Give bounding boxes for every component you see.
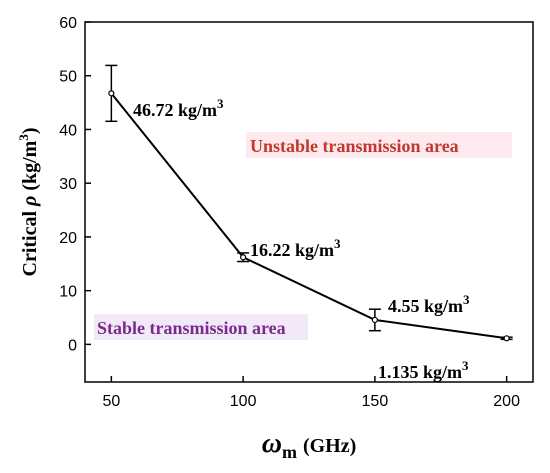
x-tick-label-200: 200 (493, 393, 520, 410)
x-tick-label-100: 100 (230, 393, 257, 410)
point-label-200-sup: 3 (462, 358, 469, 373)
unstable-region-highlight (246, 132, 512, 158)
data-marks (105, 64, 513, 342)
point-label-200: 1.135 kg/m3 (378, 358, 469, 382)
x-tick-label-50: 50 (102, 393, 120, 410)
x-axis-title: ωm (GHz) (262, 428, 357, 462)
plot-frame (84, 21, 534, 383)
y-tick-label-20: 20 (59, 230, 77, 247)
data-point-50 (108, 90, 115, 97)
x-axis-title-symbol: ω (262, 428, 282, 459)
point-label-50: 46.72 kg/m3 (133, 96, 224, 120)
point-label-150-value: 4.55 kg/m (388, 296, 463, 316)
y-tick-label-30: 30 (59, 176, 77, 193)
point-label-50-sup: 3 (217, 96, 224, 111)
y-axis-title-unit: (kg/m (19, 140, 41, 195)
point-label-100-value: 16.22 kg/m (250, 240, 334, 260)
y-tick-label-0: 0 (68, 337, 77, 354)
y-axis-title-prefix: Critical (19, 206, 41, 277)
point-label-150-sup: 3 (463, 292, 470, 307)
y-tick-label-40: 40 (59, 122, 77, 139)
x-tick-label-150: 150 (362, 393, 389, 410)
stable-region-highlight (94, 314, 308, 340)
data-point-200 (503, 335, 510, 342)
y-axis-title-symbol: ρ (19, 196, 41, 207)
x-axis-title-sub: m (282, 442, 297, 462)
y-axis-title-close: ) (19, 127, 41, 134)
series-line (110, 92, 507, 340)
y-axis-title: Critical ρ (kg/m3) (16, 127, 41, 276)
point-label-150: 4.55 kg/m3 (388, 292, 470, 316)
x-axis-title-unit: (GHz) (303, 435, 356, 457)
point-label-100-sup: 3 (334, 236, 341, 251)
point-label-200-value: 1.135 kg/m (378, 362, 462, 382)
y-tick-label-60: 60 (59, 15, 77, 32)
point-label-100: 16.22 kg/m3 (250, 236, 341, 260)
point-label-50-value: 46.72 kg/m (133, 100, 217, 120)
data-point-150 (371, 316, 378, 324)
y-axis-title-sup: 3 (16, 134, 31, 141)
data-point-100 (240, 254, 247, 261)
unstable-region-label: Unstable transmission area (250, 136, 459, 156)
axis-ticks: 0 10 20 30 40 50 60 50 100 150 200 (59, 15, 520, 410)
y-tick-label-50: 50 (59, 69, 77, 86)
stable-region-label: Stable transmission area (97, 318, 286, 338)
y-tick-label-10: 10 (59, 284, 77, 301)
